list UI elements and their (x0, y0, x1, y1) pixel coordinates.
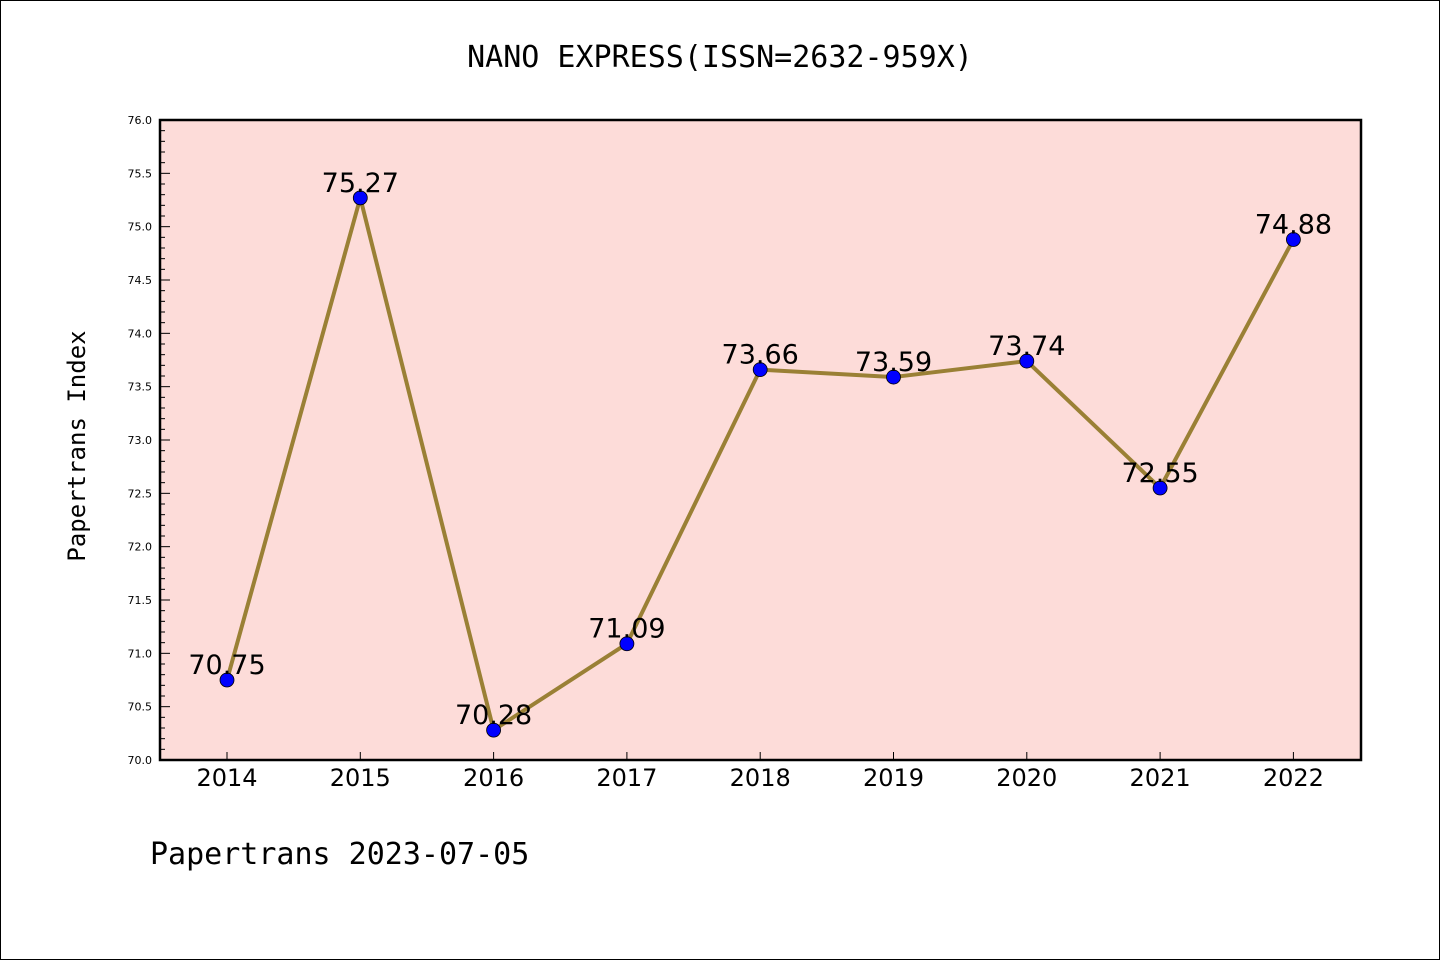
x-tick-label: 2020 (996, 764, 1057, 792)
y-tick-label: 72.5 (128, 487, 153, 500)
y-tick-label: 75.5 (128, 167, 153, 180)
y-tick-label: 74.5 (128, 274, 153, 287)
data-point (619, 636, 635, 652)
data-label: 71.09 (588, 614, 665, 645)
y-tick-label: 75.0 (128, 221, 153, 234)
x-tick-label: 2022 (1263, 764, 1324, 792)
data-point (886, 369, 901, 385)
x-tick-label: 2014 (196, 764, 257, 792)
data-label: 75.27 (322, 168, 399, 199)
data-point (1286, 232, 1301, 247)
data-label: 73.59 (855, 347, 932, 378)
x-tick-label: 2019 (863, 764, 924, 792)
footer-text: Papertrans 2023-07-05 (150, 837, 529, 872)
data-label: 72.55 (1121, 458, 1198, 489)
data-point (1019, 353, 1035, 369)
chart-title: NANO EXPRESS(ISSN=2632-959X) (467, 40, 973, 75)
y-tick-label: 71.5 (128, 594, 153, 607)
y-tick-label: 71.0 (128, 647, 153, 660)
x-tick-label: 2017 (596, 764, 657, 792)
data-point (486, 722, 502, 738)
y-tick-label: 73.0 (128, 434, 153, 447)
x-axis: 2014 2015 2016 2017 2018 2019 2020 2021 2022 (196, 752, 1324, 792)
data-point (219, 672, 235, 688)
data-point (1152, 480, 1168, 496)
x-tick-label: 2015 (330, 764, 391, 792)
y-tick-label: 70.0 (128, 754, 153, 767)
x-tick-label: 2018 (730, 764, 791, 792)
data-label: 73.74 (988, 331, 1065, 362)
y-tick-label: 73.5 (128, 381, 153, 394)
y-tick-label: 70.5 (128, 701, 153, 714)
plot-border (158, 118, 1363, 762)
y-tick-label: 76.0 (128, 114, 153, 127)
data-point (352, 190, 368, 206)
data-label: 70.75 (188, 650, 265, 681)
y-tick-label: 72.0 (128, 541, 153, 554)
y-axis-label: Papertrans Index (63, 330, 91, 561)
plot-area (160, 120, 1361, 760)
y-tick-label: 74.0 (128, 327, 153, 340)
series-markers (219, 190, 1301, 738)
data-point (752, 362, 768, 378)
x-tick-label: 2016 (463, 764, 524, 792)
x-tick-label: 2021 (1130, 764, 1191, 792)
data-label: 73.66 (722, 340, 799, 371)
data-label: 70.28 (455, 700, 532, 731)
data-label: 74.88 (1255, 209, 1332, 240)
data-labels: 70.75 75.27 70.28 71.09 73.66 73.59 73.74 72.55… (188, 168, 1332, 731)
